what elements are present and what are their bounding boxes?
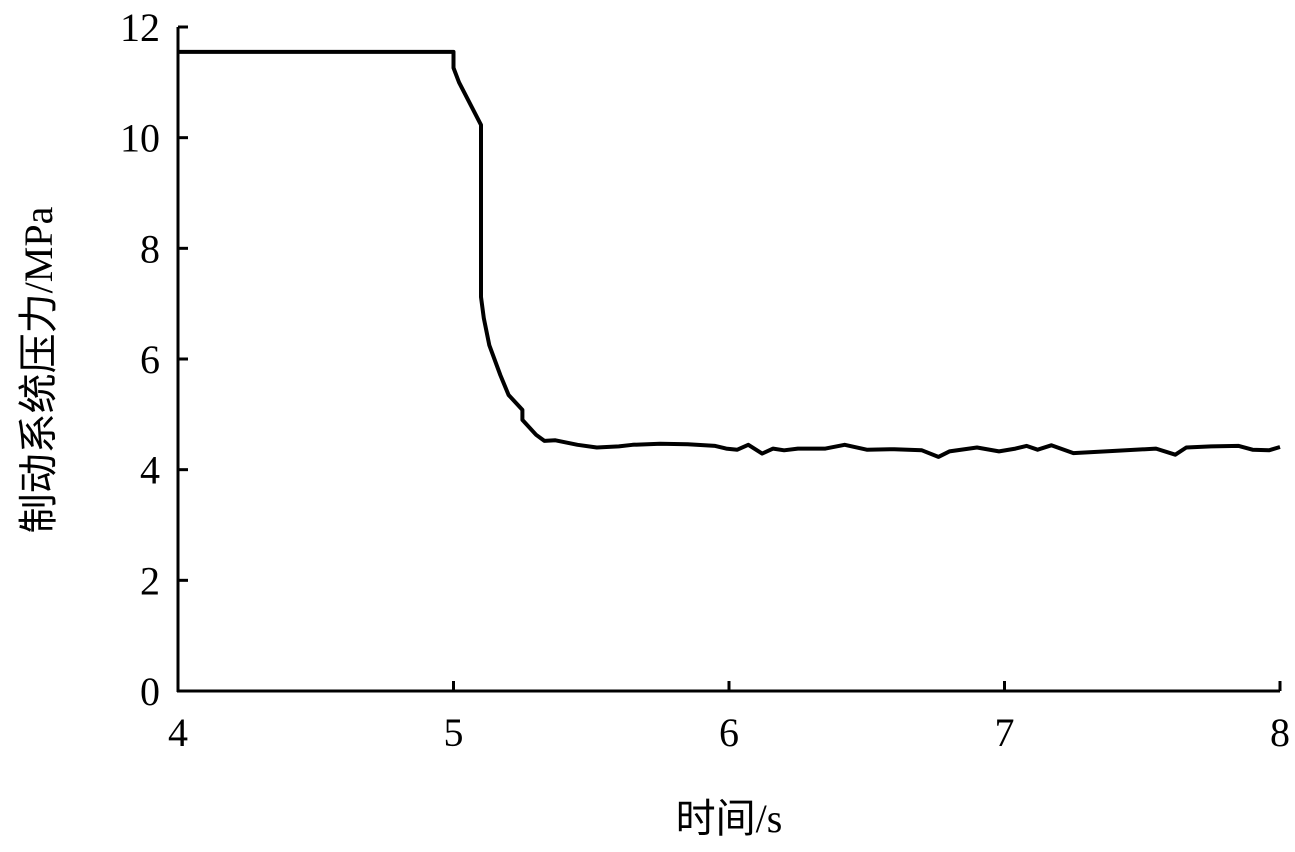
y-tick-label: 10 [120, 116, 160, 161]
x-tick-label: 4 [168, 710, 188, 755]
y-tick-label: 6 [140, 337, 160, 382]
y-tick-label: 12 [120, 5, 160, 50]
y-tick-label: 0 [140, 669, 160, 714]
x-tick-label: 5 [444, 710, 464, 755]
x-tick-label: 8 [1270, 710, 1290, 755]
axes [176, 27, 1280, 693]
x-tick-label: 7 [995, 710, 1015, 755]
ticks: 4 5 6 7 8 0 2 4 6 8 10 12 [120, 5, 1290, 755]
y-axis-label: 制动系统压力/MPa [16, 206, 61, 533]
y-tick-label: 4 [140, 448, 160, 493]
x-tick-label: 6 [719, 710, 739, 755]
y-tick-label: 8 [140, 226, 160, 271]
y-tick-label: 2 [140, 558, 160, 603]
x-axis-label: 时间/s [676, 796, 783, 841]
series [178, 49, 1281, 459]
pressure-line [178, 49, 1281, 459]
